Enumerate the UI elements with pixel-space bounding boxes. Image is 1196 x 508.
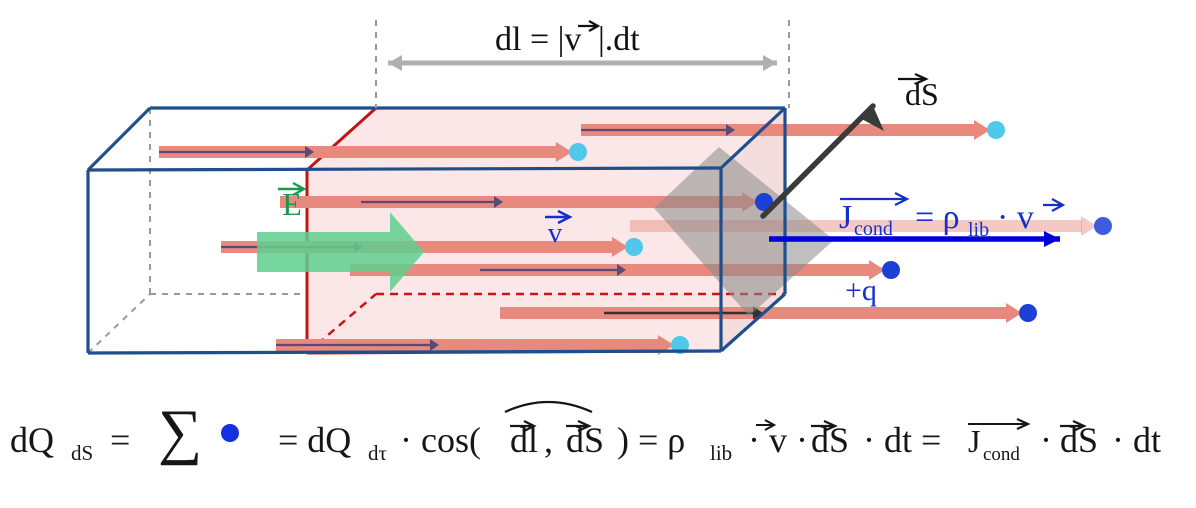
svg-text:J: J (839, 199, 852, 236)
svg-text:lib: lib (710, 441, 732, 465)
svg-text:dl = |v: dl = |v (495, 21, 581, 58)
svg-text:· cos(: · cos( (400, 420, 481, 460)
svg-text:dτ: dτ (368, 441, 387, 465)
svg-text:= ρ: = ρ (915, 199, 960, 236)
svg-text:= dQ: = dQ (278, 420, 351, 460)
svg-text:dQ: dQ (10, 420, 54, 460)
svg-text:|.dt: |.dt (598, 21, 640, 58)
svg-text:∑: ∑ (158, 398, 202, 466)
svg-text:· v: · v (997, 199, 1034, 236)
svg-text:,: , (544, 420, 553, 460)
svg-text:+q: +q (845, 274, 877, 307)
svg-text:dS: dS (71, 441, 93, 465)
svg-text:J: J (968, 423, 980, 459)
svg-text:) = ρ: ) = ρ (617, 420, 685, 460)
svg-text:=: = (110, 420, 130, 460)
svg-text:· dt =: · dt = (863, 420, 941, 460)
svg-text:cond: cond (983, 444, 1020, 465)
svg-text:· dt: · dt (1112, 420, 1161, 460)
svg-text:·: · (1040, 420, 1052, 460)
